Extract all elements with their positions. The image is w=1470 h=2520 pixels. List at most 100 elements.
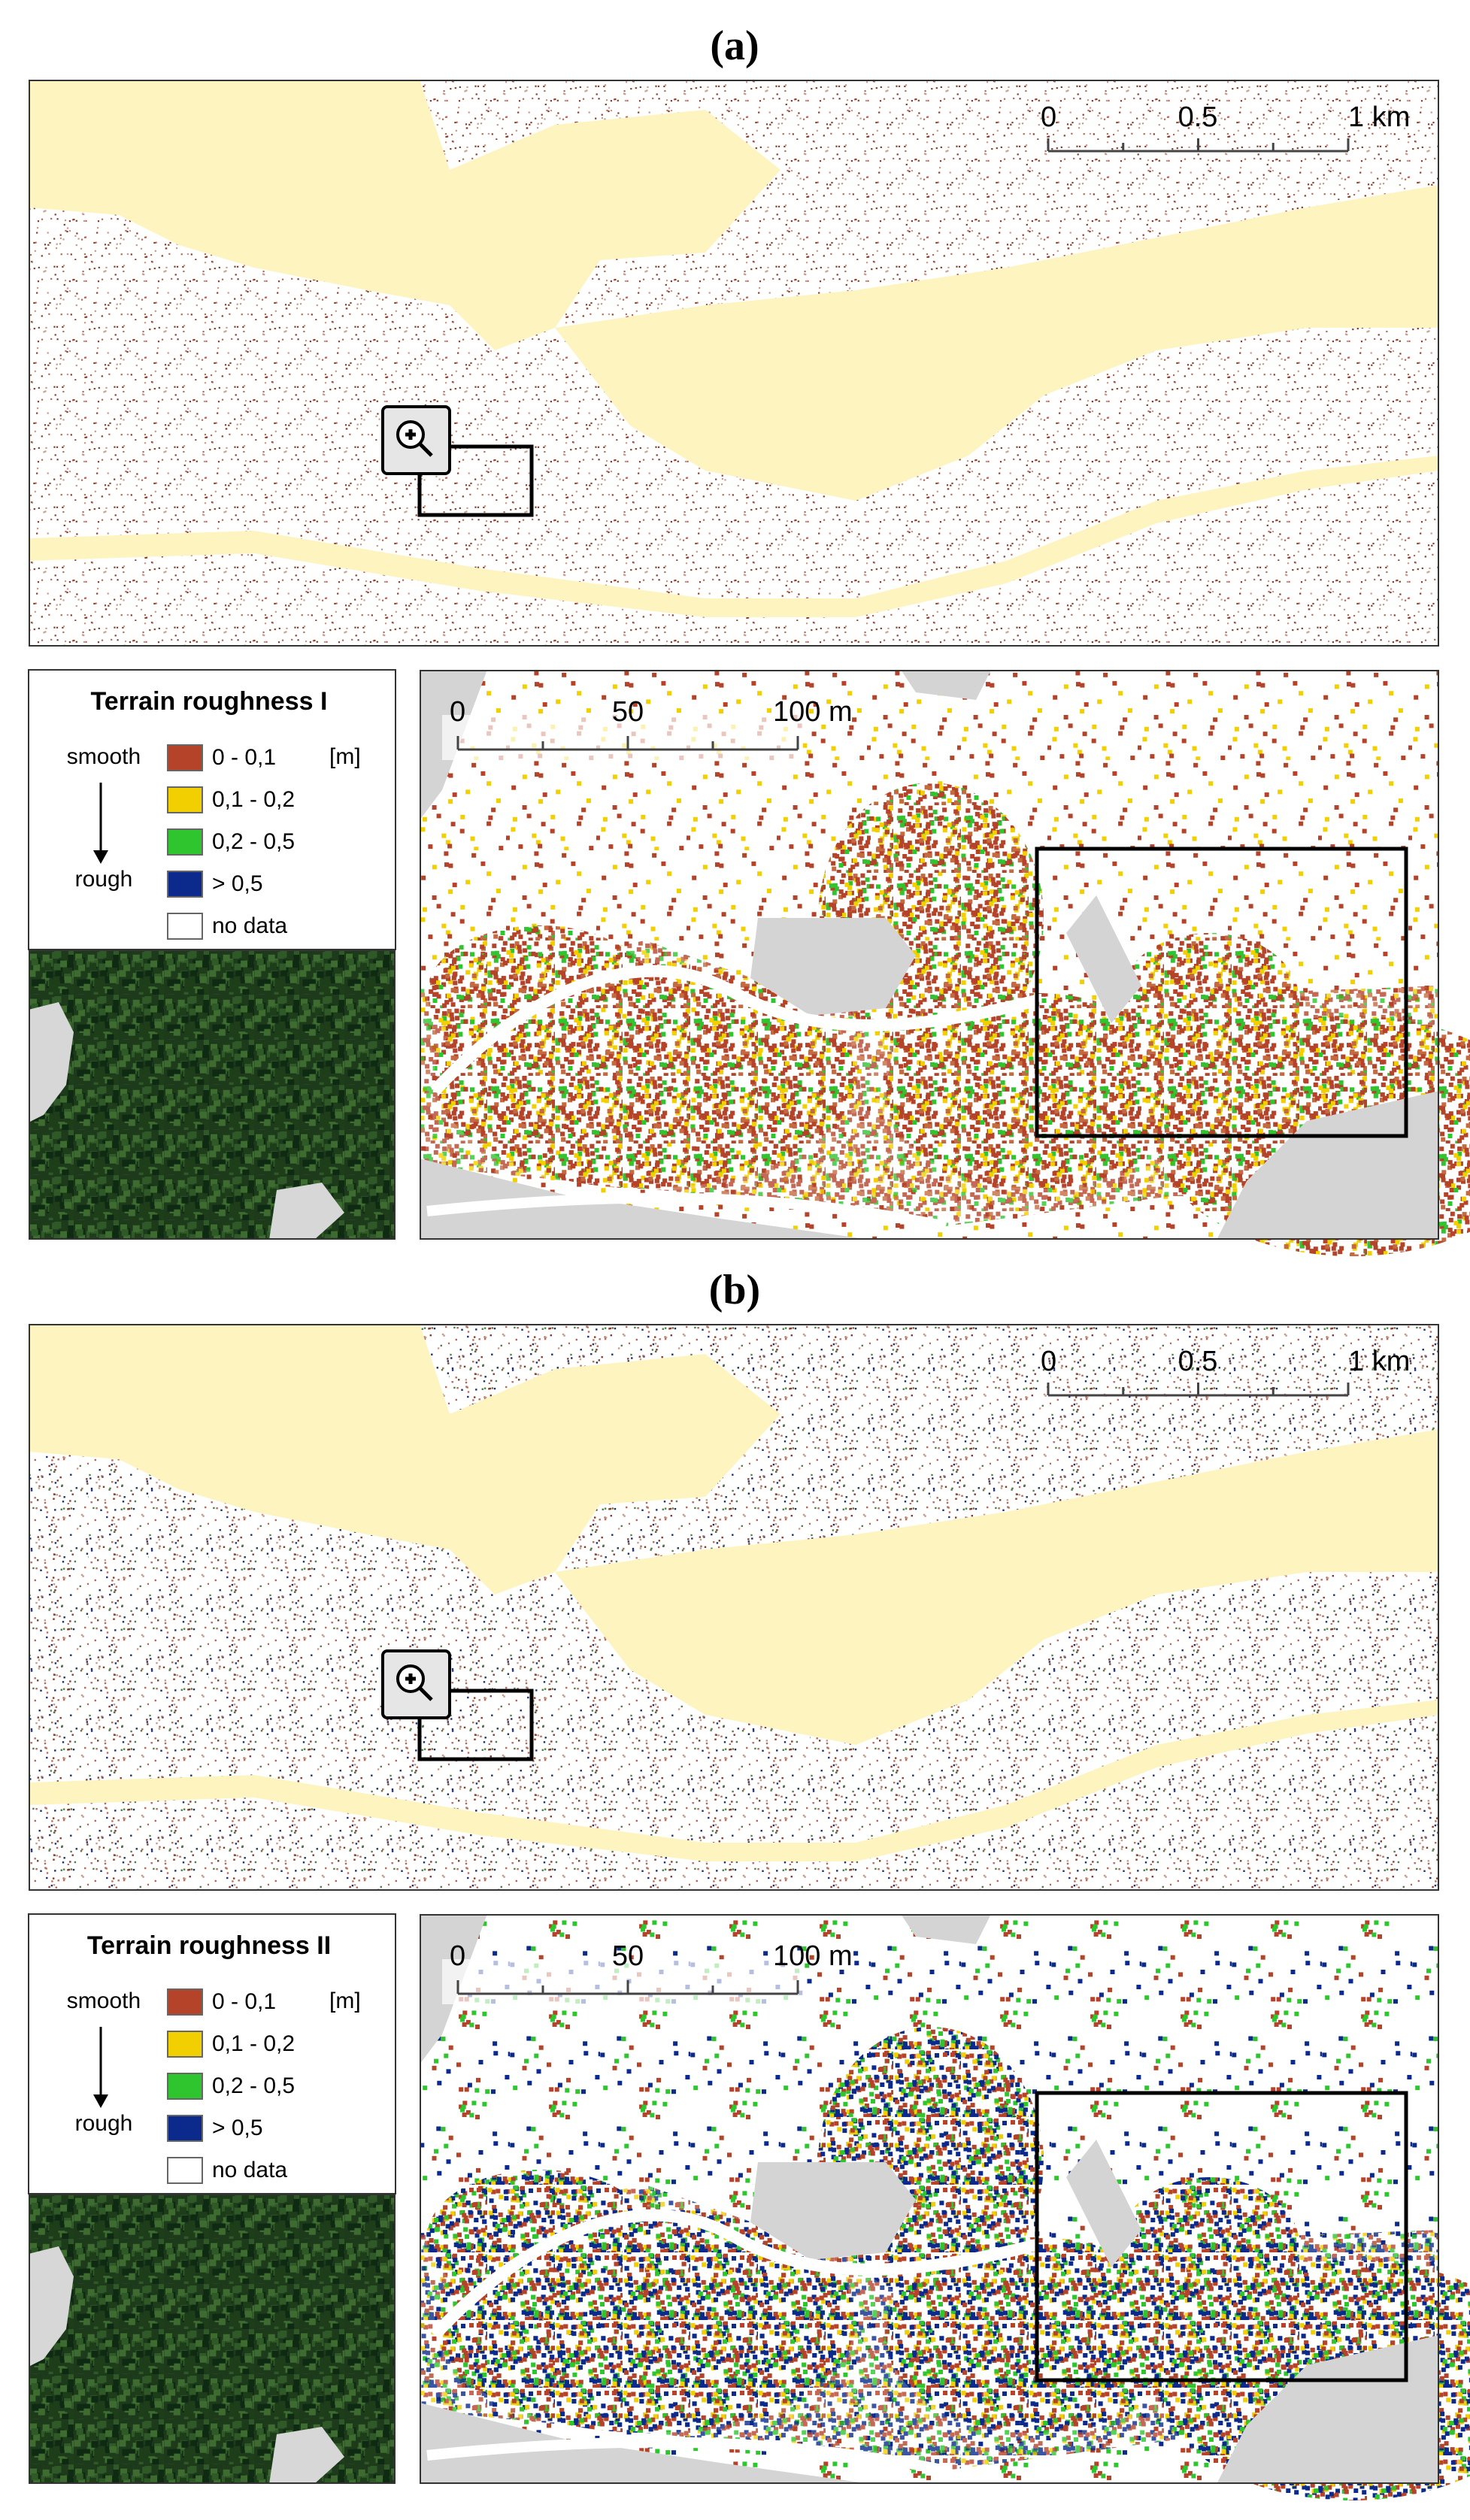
no-data-gray — [1217, 1091, 1439, 1240]
zoom-extent — [417, 1689, 534, 1761]
legend-label: no data — [212, 2158, 287, 2182]
legend-label: 0,1 - 0,2 — [212, 787, 295, 812]
zoom-icon-handle — [405, 1673, 433, 1701]
scale-label: 0 — [450, 696, 465, 728]
scale-label: 50 — [612, 1940, 644, 1972]
scale-label: 1 km — [1348, 101, 1410, 133]
legend-label: 0,1 - 0,2 — [212, 2031, 295, 2056]
path-track — [430, 2209, 1038, 2340]
zoom-icon-handle — [405, 429, 433, 457]
no-data-gray — [420, 1159, 871, 1240]
aerial-clearing — [269, 2427, 344, 2484]
aerial-texture — [29, 950, 396, 1240]
aerial-frame — [29, 950, 396, 1240]
overview-map: 0 0.5 1 km — [29, 1324, 1439, 1891]
roughness-cluster — [427, 2170, 653, 2305]
legend-label: 0 - 0,1 — [212, 1989, 276, 2014]
legend-smooth: smooth — [67, 744, 141, 769]
aerial-photo — [29, 950, 396, 1240]
legend-swatch — [167, 786, 203, 813]
legend-swatch — [167, 913, 203, 940]
scale-label: 0 — [1041, 101, 1056, 133]
zoom-scale-bar: 0 50 100 m — [442, 1940, 853, 2004]
no-data-gray — [1066, 2140, 1141, 2267]
no-data-gray — [901, 670, 991, 700]
legend-swatch — [167, 871, 203, 898]
aerial-clearing — [29, 2246, 74, 2367]
legend-swatch — [167, 2031, 203, 2058]
legend-swatch — [167, 2073, 203, 2100]
legend-label: 0 - 0,1 — [212, 745, 276, 770]
aerial-frame — [29, 2194, 396, 2484]
no-data-area — [29, 1324, 780, 1595]
aerial-clearing — [29, 1002, 74, 1122]
roughness-cluster — [427, 925, 653, 1061]
legend-swatch — [167, 744, 203, 771]
detail-extent — [1035, 2091, 1408, 2382]
zoom-map: 0 50 100 m — [420, 670, 1470, 1256]
legend-smooth: smooth — [67, 1988, 141, 2013]
legend-label: no data — [212, 913, 287, 938]
legend-rough: rough — [75, 2111, 133, 2136]
no-data-gray — [901, 1914, 991, 1944]
no-data-area — [555, 1429, 1439, 1745]
no-data-area — [780, 373, 886, 433]
panel-label: (a) — [710, 23, 759, 69]
detail-extent — [1035, 847, 1408, 1138]
scale-backdrop — [442, 1959, 803, 2004]
legend: Terrain roughness II smooth rough [m] 0 - 0,… — [28, 1913, 396, 2194]
no-data-gray — [1217, 2335, 1439, 2484]
legend-swatch — [167, 828, 203, 856]
panel-label: (b) — [709, 1267, 760, 1313]
scale-label: 100 m — [773, 696, 853, 728]
scale-label: 1 km — [1348, 1346, 1410, 1377]
scale-label: 0 — [450, 1940, 465, 1972]
scale-label: 0 — [1041, 1346, 1056, 1377]
zoom-frame — [420, 670, 1439, 1240]
legend-label: > 0,5 — [212, 2116, 263, 2140]
zoom-scale-bar: 0 50 100 m — [442, 696, 853, 760]
roughness-cluster — [1119, 933, 1299, 1068]
scale-backdrop — [442, 715, 803, 760]
path-track — [426, 2437, 947, 2476]
legend-swatch — [167, 1988, 203, 2016]
legend-title: Terrain roughness II — [87, 1931, 331, 1960]
scale-bar: 0 0.5 1 km — [1041, 1346, 1410, 1397]
roughness-cluster — [1119, 2177, 1299, 2313]
no-data-gray — [750, 2162, 916, 2260]
no-data-gray — [420, 2403, 871, 2484]
legend-unit: [m] — [329, 744, 361, 769]
legend: Terrain roughness I smooth rough [m] 0 - 0,1… — [28, 669, 396, 950]
zoom-extent — [417, 444, 534, 517]
legend-arrowhead — [93, 850, 108, 864]
legend-swatch — [167, 2157, 203, 2184]
map-frame — [29, 80, 1439, 647]
aerial-clearing — [269, 1183, 344, 1240]
legend-rough: rough — [75, 867, 133, 892]
no-data-gray — [1066, 895, 1141, 1023]
panel: (b) 0 0.5 1 km Terrain roughness II smooth rou… — [28, 1267, 1470, 2500]
path-track — [430, 965, 1038, 1095]
zoom-frame — [420, 1914, 1439, 2484]
path-track — [426, 1192, 947, 1231]
scale-label: 100 m — [773, 1940, 853, 1972]
no-data-area — [555, 185, 1439, 501]
legend-label: 0,2 - 0,5 — [212, 829, 295, 854]
legend-label: > 0,5 — [212, 871, 263, 896]
legend-unit: [m] — [329, 1988, 361, 2013]
no-data-gray — [750, 918, 916, 1016]
scale-label: 0.5 — [1178, 101, 1218, 133]
zoom-map: 0 50 100 m — [420, 1914, 1470, 2500]
scale-label: 50 — [612, 696, 644, 728]
aerial-photo — [29, 2194, 396, 2484]
scale-bar: 0 0.5 1 km — [1041, 101, 1410, 153]
overview-map: 0 0.5 1 km — [29, 80, 1439, 647]
aerial-texture — [29, 2194, 396, 2484]
no-data-area — [29, 80, 780, 350]
scale-label: 0.5 — [1178, 1346, 1218, 1377]
legend-arrowhead — [93, 2094, 108, 2108]
panel: (a) 0 0.5 1 km Terrain roughness I smooth roug… — [28, 23, 1470, 1256]
legend-box — [28, 1913, 396, 2194]
